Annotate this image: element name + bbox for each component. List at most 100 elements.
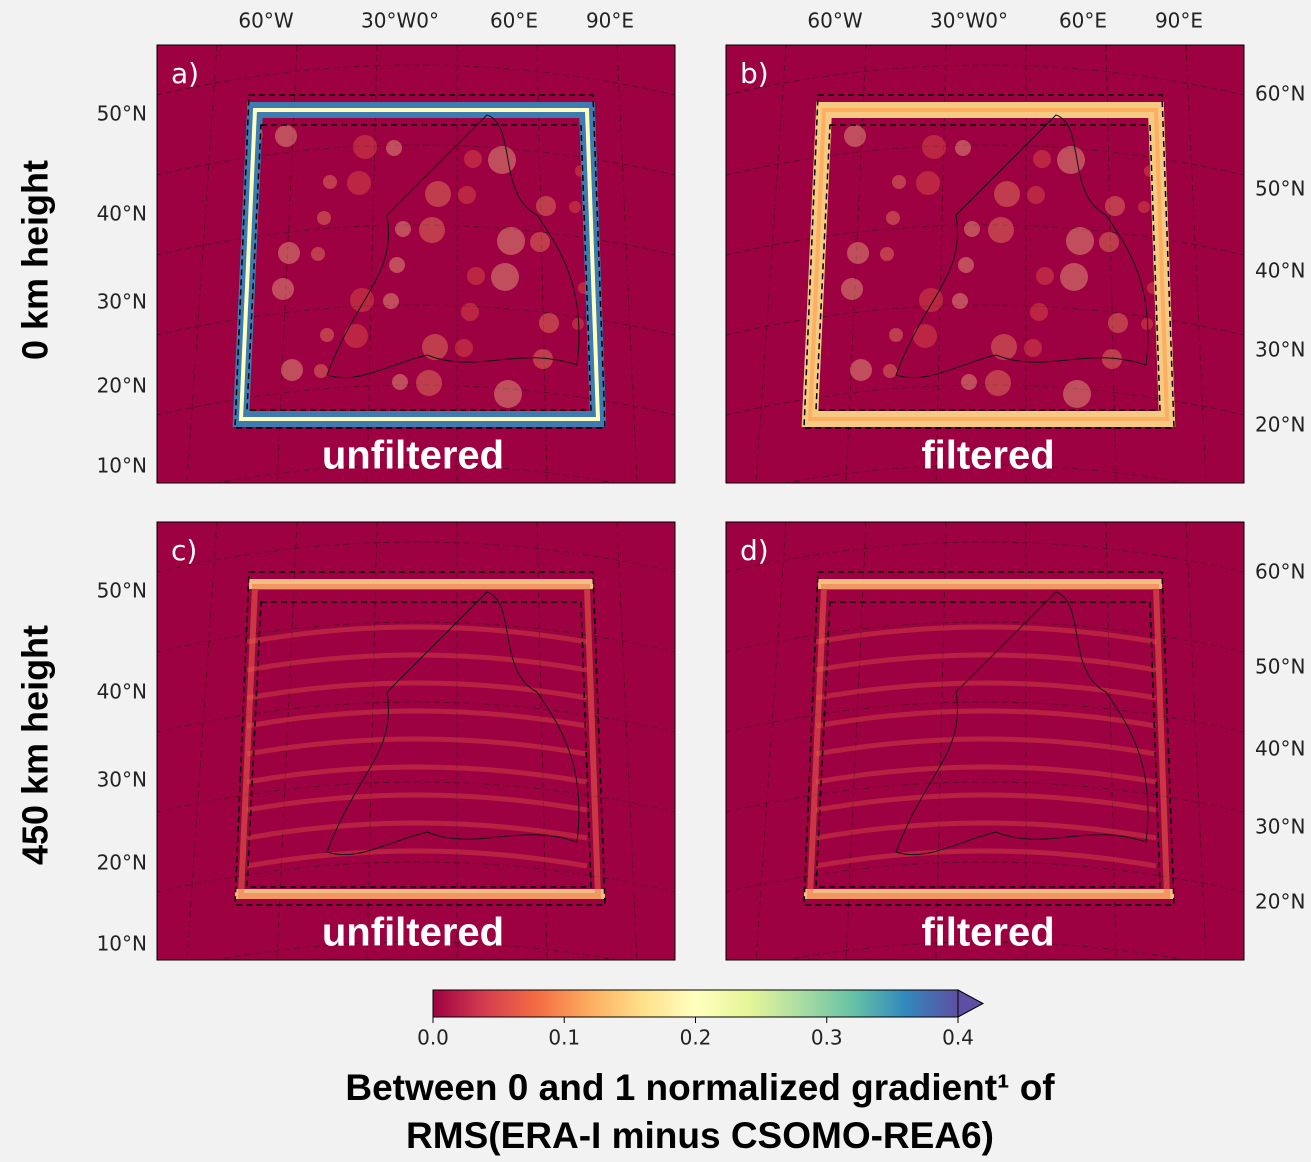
texture (323, 175, 337, 189)
panel-label: c) (171, 534, 197, 567)
latitude-label: 30°N (1255, 815, 1305, 839)
row-label: 450 km height (15, 625, 56, 865)
texture (1105, 196, 1125, 216)
texture (994, 181, 1020, 207)
texture (1027, 186, 1045, 204)
texture (961, 374, 977, 390)
texture (991, 334, 1017, 360)
texture (350, 288, 374, 312)
texture (988, 217, 1014, 243)
latitude-label: 60°N (1255, 560, 1305, 584)
texture (422, 334, 448, 360)
longitude-label: 30°W0° (361, 9, 439, 33)
map-panel: d) filtered (686, 522, 1284, 982)
texture (1057, 146, 1085, 174)
texture (536, 196, 556, 216)
panel-caption: unfiltered (322, 434, 504, 478)
texture (1060, 263, 1088, 291)
latitude-label: 30°N (97, 768, 147, 792)
texture (964, 221, 980, 237)
texture (455, 339, 473, 357)
texture (419, 217, 445, 243)
texture (494, 380, 522, 408)
texture (844, 125, 866, 147)
colorbar-tick-label: 0.0 (417, 1026, 449, 1050)
latitude-label: 20°N (1255, 890, 1305, 914)
latitude-label: 50°N (1255, 177, 1305, 201)
panel-caption: filtered (921, 911, 1054, 955)
longitude-label: 60°W (238, 9, 293, 33)
colorbar-title: RMS(ERA-I minus CSOMO-REA6) (406, 1115, 994, 1156)
longitude-label: 60°E (490, 9, 538, 33)
texture (955, 140, 971, 156)
colorbar-extension (958, 990, 983, 1017)
longitude-label: 90°E (586, 9, 634, 33)
latitude-label: 20°N (97, 851, 147, 875)
texture (1066, 227, 1094, 255)
latitude-label: 60°N (1255, 82, 1305, 106)
texture (1036, 267, 1054, 285)
colorbar-tick-label: 0.4 (942, 1026, 974, 1050)
panel-label: b) (740, 57, 769, 90)
colorbar-tick-label: 0.3 (811, 1026, 843, 1050)
texture (539, 313, 559, 333)
texture (892, 175, 906, 189)
texture (467, 267, 485, 285)
texture (272, 278, 294, 300)
figure: 0 km height 450 km height Between 0 and … (0, 0, 1311, 1162)
texture (425, 181, 451, 207)
texture (886, 211, 900, 225)
texture (320, 328, 334, 342)
texture (913, 324, 937, 348)
texture (491, 263, 519, 291)
texture (952, 293, 968, 309)
texture (458, 186, 476, 204)
latitude-label: 20°N (97, 374, 147, 398)
texture (386, 140, 402, 156)
latitude-label: 40°N (97, 680, 147, 704)
colorbar-title: Between 0 and 1 normalized gradient¹ of (345, 1067, 1055, 1108)
texture (392, 374, 408, 390)
texture (344, 324, 368, 348)
colorbar-tick-label: 0.1 (548, 1026, 580, 1050)
texture (317, 211, 331, 225)
texture (958, 257, 974, 273)
latitude-label: 50°N (97, 102, 147, 126)
texture (275, 125, 297, 147)
texture (353, 135, 377, 159)
map-panel: c)unfiltered (117, 522, 715, 982)
texture (383, 293, 399, 309)
texture (497, 227, 525, 255)
texture (569, 201, 581, 213)
texture (311, 247, 325, 261)
panel-label: a) (171, 57, 199, 90)
latitude-label: 10°N (97, 454, 147, 478)
texture (916, 171, 940, 195)
texture (847, 242, 869, 264)
latitude-label: 40°N (1255, 259, 1305, 283)
texture (922, 135, 946, 159)
panel-label: d) (740, 534, 769, 567)
texture (416, 370, 442, 396)
texture (281, 359, 303, 381)
texture (883, 364, 897, 378)
latitude-label: 50°N (1255, 655, 1305, 679)
texture (1024, 339, 1042, 357)
texture (314, 364, 328, 378)
texture (1108, 313, 1128, 333)
texture (919, 288, 943, 312)
longitude-label: 30°W0° (930, 9, 1008, 33)
texture (1138, 201, 1150, 213)
latitude-label: 30°N (1255, 338, 1305, 362)
texture (985, 370, 1011, 396)
texture (395, 221, 411, 237)
texture (841, 278, 863, 300)
colorbar (433, 990, 958, 1017)
texture (278, 242, 300, 264)
texture (889, 328, 903, 342)
latitude-label: 10°N (97, 932, 147, 956)
panel-caption: filtered (921, 434, 1054, 478)
latitude-label: 30°N (97, 290, 147, 314)
map-panel: b) filtered (686, 45, 1284, 505)
longitude-label: 90°E (1155, 9, 1203, 33)
